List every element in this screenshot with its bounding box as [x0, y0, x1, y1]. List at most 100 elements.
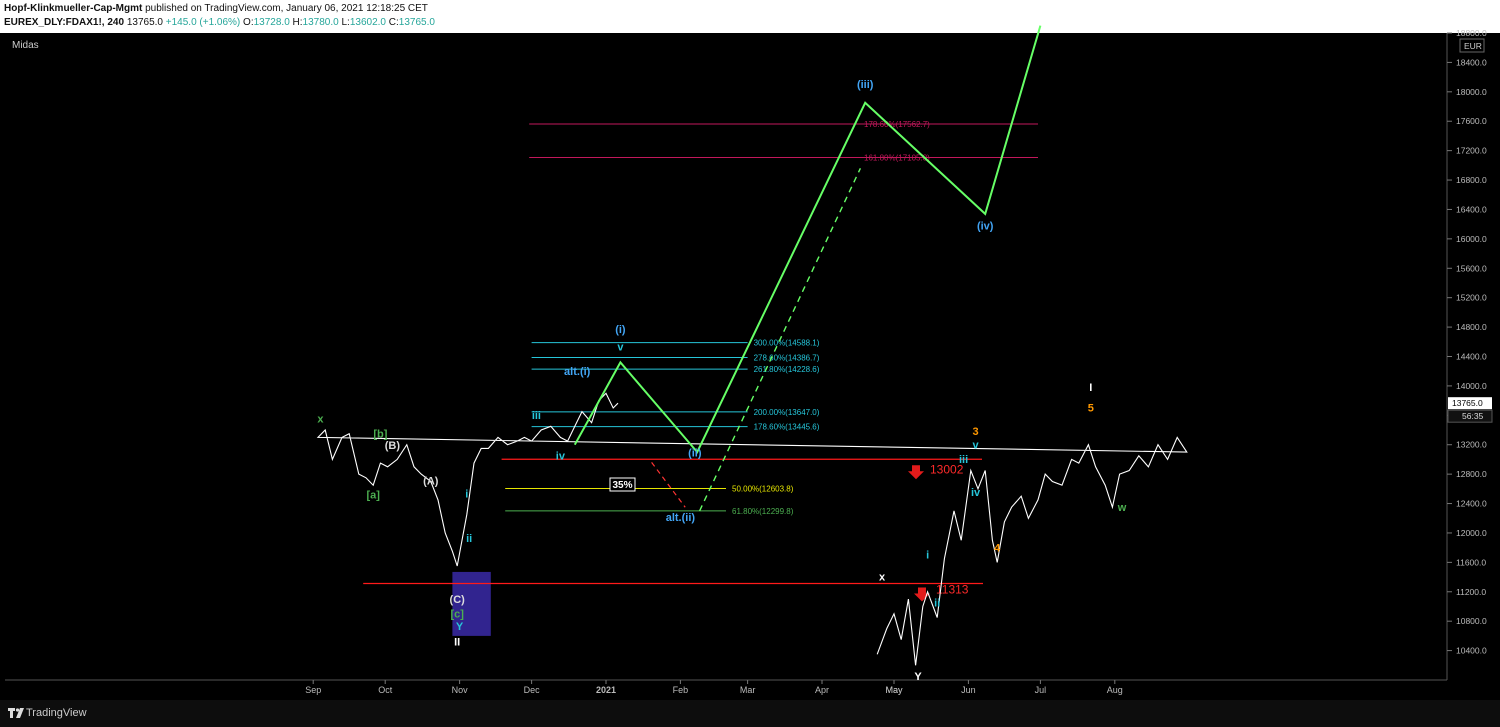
- symbol-label: EUREX_DLY:FDAX1!, 240: [4, 17, 125, 28]
- wave-label: iv: [971, 487, 981, 499]
- x-tick-label: Apr: [815, 685, 829, 695]
- wave-label: (A): [423, 475, 439, 487]
- y-tick-label: 12800.0: [1456, 469, 1487, 479]
- x-tick-label: Sep: [305, 685, 321, 695]
- wave-label: 3: [973, 426, 979, 438]
- price-axis-bg: [1447, 33, 1500, 700]
- fib-label: 261.80%(14228.6): [754, 365, 820, 374]
- x-tick-label: May: [885, 685, 903, 695]
- percent-box: [609, 477, 636, 492]
- wave-label: (C): [450, 594, 466, 606]
- price-chart[interactable]: 10400.0 10800.0 11200.0 11600.0 12000.0 12400…: [0, 0, 1500, 700]
- last-price-tag: [1448, 397, 1492, 410]
- y-tick-label: 10400.0: [1456, 646, 1487, 656]
- countdown-tag: [1447, 409, 1493, 423]
- percent-box-label: 35%: [612, 480, 632, 491]
- x-tick-label: Feb: [673, 685, 689, 695]
- projection-alt-up: [698, 168, 862, 512]
- wave-label: v: [617, 342, 624, 354]
- published-text: published on TradingView.com, January 06…: [145, 3, 428, 14]
- down-arrow-icon: [908, 465, 924, 480]
- wave-label: (i): [615, 324, 626, 336]
- high-label: H:: [292, 17, 303, 28]
- support-label: 13002: [930, 462, 964, 476]
- y-tick-label: 18000.0: [1456, 87, 1487, 97]
- wave-label: [b]: [373, 428, 387, 440]
- wave-label: (iii): [857, 79, 874, 91]
- y-tick-label: 12400.0: [1456, 499, 1487, 509]
- zone-low-box: [452, 571, 491, 636]
- wave-label: i: [465, 489, 468, 501]
- fib-label: 50.00%(12603.8): [732, 485, 794, 494]
- wave-label: [a]: [366, 489, 380, 501]
- projection-alt-down: [651, 462, 686, 508]
- currency-box: [1459, 38, 1485, 53]
- wave-label: (B): [385, 440, 401, 452]
- low-value: 13602.0: [349, 17, 386, 28]
- wave-label: i: [926, 550, 929, 562]
- wave-label: II: [454, 636, 460, 648]
- fib-label: 278.60%(14386.7): [754, 353, 820, 362]
- y-tick-label: 16800.0: [1456, 175, 1487, 185]
- y-tick-label: 18800.0: [1456, 28, 1487, 38]
- y-tick-label: 18400.0: [1456, 57, 1487, 67]
- wave-label: x: [879, 572, 886, 584]
- wave-label: 5: [1088, 403, 1094, 415]
- wave-label: Y: [456, 621, 464, 633]
- ohlc-line: EUREX_DLY:FDAX1!, 240 13765.0 +145.0 (+1…: [4, 17, 435, 28]
- open-label: O:: [243, 17, 254, 28]
- wave-label: alt.(ii): [666, 512, 696, 524]
- x-tick-label: Jul: [1035, 685, 1047, 695]
- wave-label: (iv): [977, 220, 994, 232]
- author-name[interactable]: Hopf-Klinkmueller-Cap-Mgmt: [4, 3, 143, 14]
- x-tick-label: Oct: [378, 685, 393, 695]
- tradingview-logo-icon: [8, 708, 24, 718]
- x-tick-label: Aug: [1107, 685, 1123, 695]
- wave-label: iv: [556, 450, 566, 462]
- y-tick-label: 11200.0: [1456, 587, 1486, 597]
- x-tick-label: May: [885, 685, 903, 695]
- fib-label: 161.80%(17105.8): [864, 154, 930, 163]
- footer-brand[interactable]: TradingView: [26, 707, 87, 719]
- high-value: 13780.0: [302, 17, 339, 28]
- footer-bar: TradingView: [0, 700, 1500, 727]
- last-price-tag-label: 13765.0: [1452, 398, 1483, 408]
- last-price: 13765.0: [126, 17, 163, 28]
- open-value: 13728.0: [253, 17, 290, 28]
- countdown-label: 56:35: [1462, 411, 1484, 421]
- y-tick-label: 14000.0: [1456, 381, 1487, 391]
- wave-label: ii: [466, 533, 472, 545]
- wave-label: iii: [959, 454, 968, 466]
- low-label: L:: [341, 17, 350, 28]
- y-tick-label: 14400.0: [1456, 352, 1487, 362]
- price-series-line: [316, 392, 1188, 666]
- indicator-label: Midas: [12, 40, 39, 51]
- x-tick-label: Jun: [961, 685, 976, 695]
- price-change: +145.0 (+1.06%): [165, 17, 241, 28]
- y-tick-label: 12000.0: [1456, 528, 1487, 538]
- y-tick-label: 15200.0: [1456, 293, 1487, 303]
- y-tick-label: 13200.0: [1456, 440, 1487, 450]
- publish-header: Hopf-Klinkmueller-Cap-Mgmt published on …: [0, 0, 1500, 33]
- currency-label: EUR: [1464, 41, 1482, 51]
- x-tick-label: Dec: [524, 685, 541, 695]
- y-tick-label: 17200.0: [1456, 146, 1487, 156]
- fib-label: 200.00%(13647.0): [754, 408, 820, 417]
- y-tick-label: 10800.0: [1456, 616, 1487, 626]
- y-tick-label: 16000.0: [1456, 234, 1487, 244]
- projection-main-path: [573, 25, 1042, 454]
- y-tick-label: 16400.0: [1456, 204, 1487, 214]
- publisher-line: Hopf-Klinkmueller-Cap-Mgmt published on …: [4, 3, 428, 14]
- wave-label: ii: [934, 597, 940, 609]
- y-tick-label: 14800.0: [1456, 322, 1487, 332]
- wave-label: alt.(i): [564, 366, 591, 378]
- down-arrow-icon: [914, 587, 930, 602]
- wave-label: iii: [532, 410, 541, 422]
- fib-label: 178.60%(13445.6): [754, 423, 820, 432]
- wave-label: Y: [914, 671, 922, 683]
- x-tick-label: Nov: [452, 685, 469, 695]
- fib-label: 61.80%(12299.8): [732, 507, 794, 516]
- wave-label: x: [317, 414, 324, 426]
- fib-label: 300.00%(14588.1): [754, 339, 820, 348]
- fib-label: 178.60%(17562.7): [864, 120, 930, 129]
